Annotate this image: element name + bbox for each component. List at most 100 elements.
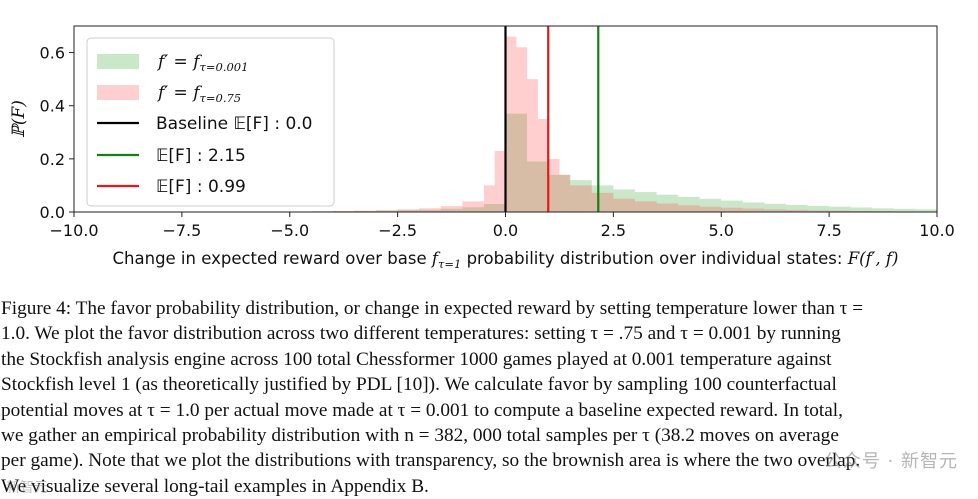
histogram-bar-tau-075 [656, 203, 679, 212]
legend-swatch [97, 54, 139, 69]
y-axis-ticks: 0.0 0.2 0.4 0.6 [40, 44, 74, 222]
histogram-bar-tau-075 [527, 79, 538, 213]
legend-label: Baseline 𝔼[F] : 0.0 [156, 114, 313, 134]
histogram-bar-tau-075 [548, 158, 560, 212]
histogram-bar-tau-075 [537, 119, 549, 212]
x-tick-label: −2.5 [378, 221, 417, 240]
x-tick-label: −7.5 [162, 221, 201, 240]
histogram-bar-tau-0001 [397, 210, 420, 212]
caption-line: Figure 4: The favor probability distribu… [1, 298, 864, 319]
histogram-bar-tau-0001 [354, 210, 377, 212]
histogram-bar-tau-075 [440, 206, 463, 212]
histogram-bar-tau-0001 [742, 202, 765, 212]
legend-box [86, 37, 335, 207]
x-tick-label: 0.0 [493, 221, 518, 240]
watermark-left: 新智元 [6, 480, 48, 496]
histogram-bar-tau-0001 [678, 196, 700, 212]
histogram-bar-tau-0001 [872, 208, 894, 212]
histogram-bar-tau-0001 [527, 161, 549, 212]
legend-label: 𝔼[F] : 2.15 [156, 146, 246, 166]
x-tick-label: 2.5 [601, 221, 626, 240]
x-axis-label-sub: τ=1 [438, 257, 461, 271]
x-axis-ticks: −10.0 −7.5 −5.0 −2.5 0.0 2.5 5.0 7.5 10.0 [49, 212, 955, 240]
histogram-bar-tau-0001 [721, 200, 743, 212]
y-tick-label: 0.4 [40, 97, 65, 116]
histogram-bar-tau-075 [613, 198, 635, 212]
histogram-bar-tau-075 [354, 210, 377, 212]
x-tick-label: −5.0 [270, 221, 309, 240]
caption-line: we gather an empirical probability distr… [1, 425, 839, 447]
histogram-bar-tau-075 [807, 210, 830, 212]
histogram-bar-tau-075 [397, 209, 420, 212]
histogram-bar-tau-0001 [634, 192, 657, 212]
caption-line: potential moves at τ = 1.0 per actual mo… [1, 399, 843, 421]
histogram-bar-tau-0001 [699, 198, 722, 212]
legend-label-main: f′ = f [156, 52, 202, 72]
histogram-bar-tau-075 [721, 207, 743, 212]
legend-label: 𝔼[F] : 0.99 [156, 177, 246, 197]
histogram-bar-tau-075 [462, 201, 484, 212]
histogram-bar-tau-0001 [829, 206, 851, 212]
favor-distribution-chart: −10.0 −7.5 −5.0 −2.5 0.0 2.5 5.0 7.5 10.0 0.0 0.2… [9, 25, 955, 271]
histogram-bar-tau-0001 [376, 210, 398, 212]
legend-label: f′ = fτ=0.75 [156, 83, 241, 105]
histogram-bar-tau-075 [419, 208, 441, 212]
y-tick-label: 0.6 [40, 44, 65, 63]
watermark-right: 公众号 · 新智元 [823, 451, 958, 472]
histogram-bar-tau-075 [376, 210, 398, 212]
x-tick-label: 10.0 [919, 221, 955, 240]
x-axis-label-prefix: Change in expected reward over base [113, 249, 432, 268]
histogram-bar-tau-075 [494, 150, 506, 212]
histogram-bar-tau-075 [785, 209, 808, 212]
caption-line: per game). Note that we plot the distrib… [1, 450, 861, 472]
x-tick-label: 7.5 [816, 221, 841, 240]
caption-line: Stockfish level 1 (as theoretically just… [1, 374, 837, 396]
histogram-bar-tau-0001 [483, 204, 506, 212]
x-tick-label: 5.0 [709, 221, 734, 240]
histogram-bar-tau-075 [764, 209, 786, 212]
histogram-bar-tau-0001 [850, 207, 873, 212]
histogram-bar-tau-075 [850, 210, 873, 212]
histogram-bar-tau-075 [505, 36, 517, 212]
histogram-bar-tau-0001 [893, 208, 916, 212]
histogram-bar-tau-0001 [785, 204, 808, 212]
histogram-bar-tau-0001 [764, 203, 786, 212]
histogram-bar-tau-075 [699, 206, 722, 212]
y-tick-label: 0.0 [40, 203, 65, 222]
x-axis-label-f: f [430, 249, 441, 268]
histogram-bar-tau-075 [591, 192, 614, 212]
histogram-bar-tau-0001 [807, 205, 830, 212]
histogram-bar-tau-075 [634, 201, 657, 212]
legend-label-main: f′ = f [156, 83, 202, 103]
legend-swatch [97, 85, 139, 100]
histogram-bar-tau-075 [829, 210, 851, 212]
histogram-bar-tau-075 [332, 210, 355, 212]
y-tick-label: 0.2 [40, 150, 65, 169]
figure-caption: Figure 4: The favor probability distribu… [1, 296, 973, 499]
x-axis-label: Change in expected reward over base fτ=1… [113, 249, 899, 271]
histogram-bar-tau-075 [516, 47, 528, 212]
legend-label-sub: τ=0.001 [200, 60, 249, 74]
histogram-bar-tau-0001 [505, 113, 528, 212]
caption-line: 1.0. We plot the favor distribution acro… [1, 323, 841, 345]
histogram-bar-tau-0001 [462, 207, 484, 212]
histogram-bar-tau-075 [570, 185, 592, 212]
histogram-bar-tau-075 [483, 185, 495, 212]
histogram-bar-tau-075 [742, 208, 765, 212]
legend-label: f′ = fτ=0.001 [156, 52, 248, 74]
histogram-bars [246, 36, 937, 213]
histogram-bar-tau-0001 [915, 209, 937, 212]
x-axis-label-math: F(f′, f) [847, 249, 899, 268]
caption-line: the Stockfish analysis engine across 100… [1, 348, 832, 370]
histogram-bar-tau-0001 [613, 189, 635, 212]
histogram-bar-tau-0001 [440, 208, 463, 212]
histogram-bar-tau-075 [559, 174, 571, 212]
y-axis-label: ℙ(F) [9, 100, 29, 138]
x-tick-label: −10.0 [49, 221, 98, 240]
histogram-bar-tau-0001 [570, 180, 592, 212]
caption-line: We visualize several long-tail examples … [1, 475, 429, 497]
legend-label-sub: τ=0.75 [200, 91, 242, 105]
histogram-bar-tau-075 [678, 205, 700, 212]
